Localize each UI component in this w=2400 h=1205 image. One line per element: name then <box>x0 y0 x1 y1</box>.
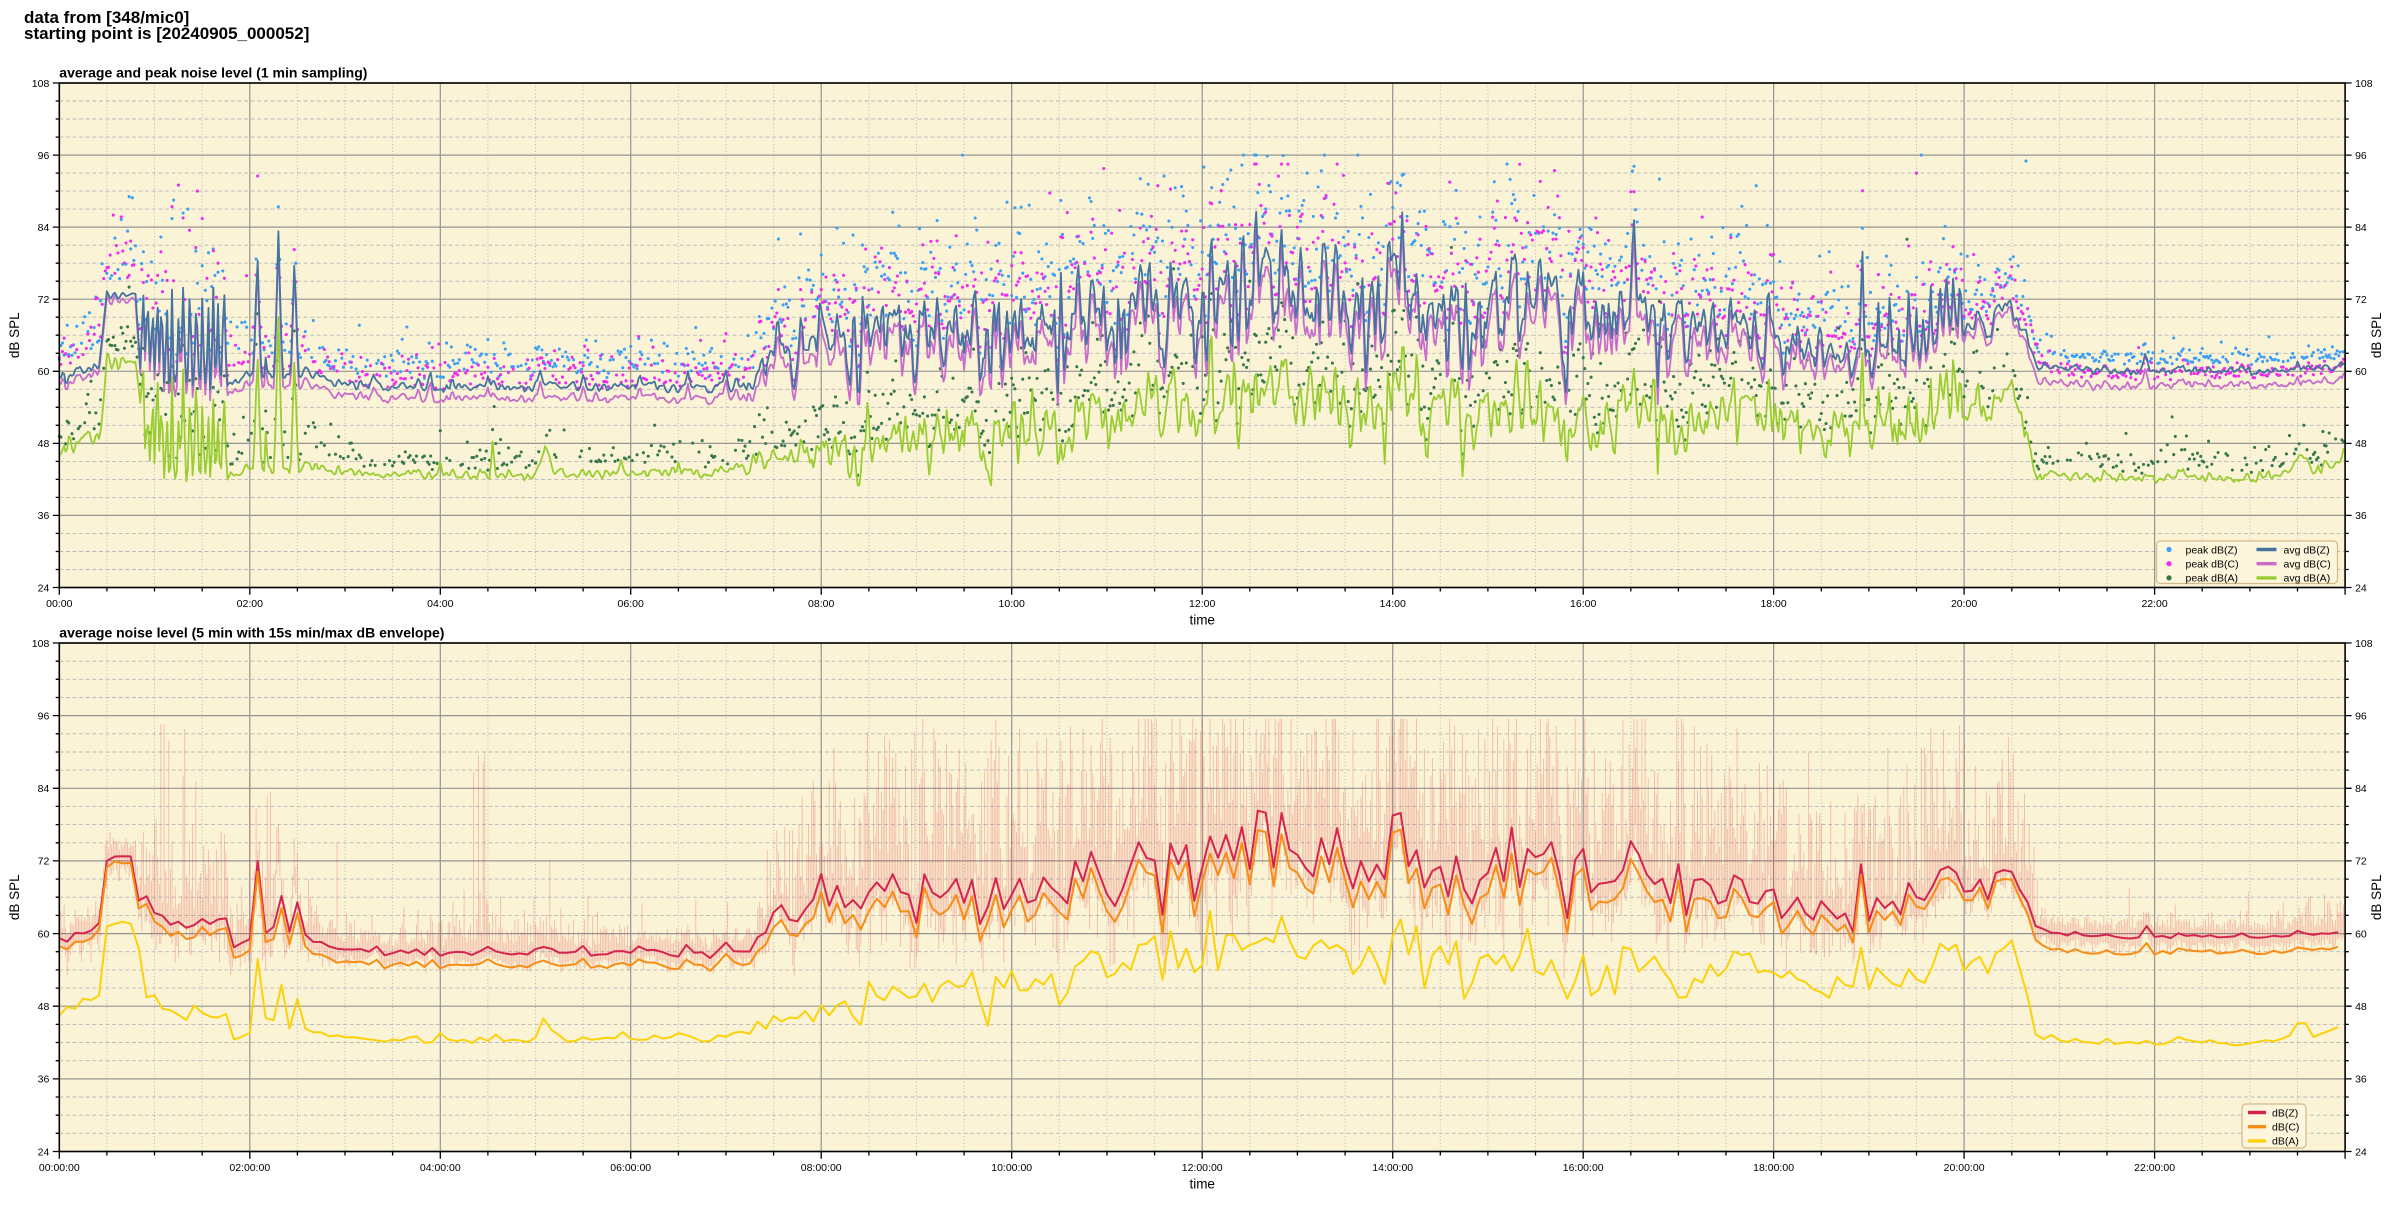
svg-text:04:00:00: 04:00:00 <box>420 1162 461 1174</box>
svg-text:48: 48 <box>38 1001 50 1013</box>
svg-text:72: 72 <box>2355 856 2367 868</box>
svg-text:08:00: 08:00 <box>808 598 834 610</box>
svg-text:48: 48 <box>2355 438 2367 450</box>
svg-text:84: 84 <box>38 222 50 234</box>
svg-text:60: 60 <box>2355 928 2367 940</box>
svg-text:16:00: 16:00 <box>1570 598 1596 610</box>
svg-text:12:00:00: 12:00:00 <box>1182 1162 1223 1174</box>
svg-text:72: 72 <box>2355 294 2367 306</box>
svg-text:24: 24 <box>38 1146 50 1158</box>
svg-text:00:00: 00:00 <box>46 598 72 610</box>
svg-text:10:00:00: 10:00:00 <box>991 1162 1032 1174</box>
svg-text:84: 84 <box>2355 783 2367 795</box>
svg-text:60: 60 <box>38 928 50 940</box>
svg-text:dB SPL: dB SPL <box>2369 312 2384 358</box>
svg-text:36: 36 <box>38 1074 50 1086</box>
svg-text:peak dB(A): peak dB(A) <box>2186 573 2239 585</box>
svg-text:72: 72 <box>38 856 50 868</box>
svg-text:20:00: 20:00 <box>1951 598 1977 610</box>
svg-text:00:00:00: 00:00:00 <box>39 1162 80 1174</box>
svg-text:108: 108 <box>32 638 50 650</box>
svg-text:dB(Z): dB(Z) <box>2272 1107 2298 1119</box>
svg-text:72: 72 <box>38 294 50 306</box>
svg-text:data from [348/mic0]: data from [348/mic0] <box>24 8 189 27</box>
svg-text:24: 24 <box>38 582 50 594</box>
svg-text:06:00: 06:00 <box>618 598 644 610</box>
svg-text:108: 108 <box>2355 638 2373 650</box>
svg-text:dB SPL: dB SPL <box>2369 874 2384 920</box>
svg-text:02:00: 02:00 <box>237 598 263 610</box>
svg-text:starting point is [20240905_00: starting point is [20240905_000052] <box>24 24 309 43</box>
svg-text:average and peak noise level (: average and peak noise level (1 min samp… <box>59 65 367 81</box>
svg-text:peak dB(C): peak dB(C) <box>2186 559 2239 571</box>
svg-text:60: 60 <box>38 366 50 378</box>
svg-text:18:00:00: 18:00:00 <box>1753 1162 1794 1174</box>
svg-text:dB(C): dB(C) <box>2272 1122 2299 1134</box>
svg-text:22:00:00: 22:00:00 <box>2134 1162 2175 1174</box>
svg-text:36: 36 <box>2355 1074 2367 1086</box>
svg-text:36: 36 <box>38 510 50 522</box>
svg-text:dB(A): dB(A) <box>2272 1136 2299 1148</box>
svg-text:10:00: 10:00 <box>999 598 1025 610</box>
svg-text:22:00: 22:00 <box>2141 598 2167 610</box>
svg-text:avg dB(A): avg dB(A) <box>2284 573 2331 585</box>
svg-text:04:00: 04:00 <box>427 598 453 610</box>
svg-text:14:00:00: 14:00:00 <box>1372 1162 1413 1174</box>
svg-text:14:00: 14:00 <box>1380 598 1406 610</box>
svg-text:average noise level (5 min wit: average noise level (5 min with 15s min/… <box>59 625 444 641</box>
svg-text:96: 96 <box>38 710 50 722</box>
svg-text:avg dB(Z): avg dB(Z) <box>2284 544 2330 556</box>
svg-text:24: 24 <box>2355 582 2367 594</box>
svg-text:48: 48 <box>2355 1001 2367 1013</box>
svg-text:108: 108 <box>32 78 50 90</box>
svg-text:16:00:00: 16:00:00 <box>1563 1162 1604 1174</box>
svg-text:avg dB(C): avg dB(C) <box>2284 559 2331 571</box>
svg-text:06:00:00: 06:00:00 <box>610 1162 651 1174</box>
svg-text:24: 24 <box>2355 1146 2367 1158</box>
svg-text:time: time <box>1189 613 1215 628</box>
svg-text:84: 84 <box>38 783 50 795</box>
svg-text:02:00:00: 02:00:00 <box>229 1162 270 1174</box>
svg-text:96: 96 <box>2355 710 2367 722</box>
svg-text:96: 96 <box>38 150 50 162</box>
svg-text:36: 36 <box>2355 510 2367 522</box>
svg-text:peak dB(Z): peak dB(Z) <box>2186 544 2238 556</box>
svg-text:84: 84 <box>2355 222 2367 234</box>
svg-text:108: 108 <box>2355 78 2373 90</box>
svg-text:time: time <box>1189 1177 1215 1192</box>
svg-text:20:00:00: 20:00:00 <box>1944 1162 1985 1174</box>
svg-text:12:00: 12:00 <box>1189 598 1215 610</box>
svg-text:48: 48 <box>38 438 50 450</box>
svg-text:08:00:00: 08:00:00 <box>801 1162 842 1174</box>
svg-text:18:00: 18:00 <box>1760 598 1786 610</box>
svg-text:60: 60 <box>2355 366 2367 378</box>
svg-text:dB SPL: dB SPL <box>7 312 22 358</box>
svg-text:96: 96 <box>2355 150 2367 162</box>
svg-text:dB SPL: dB SPL <box>7 874 22 920</box>
